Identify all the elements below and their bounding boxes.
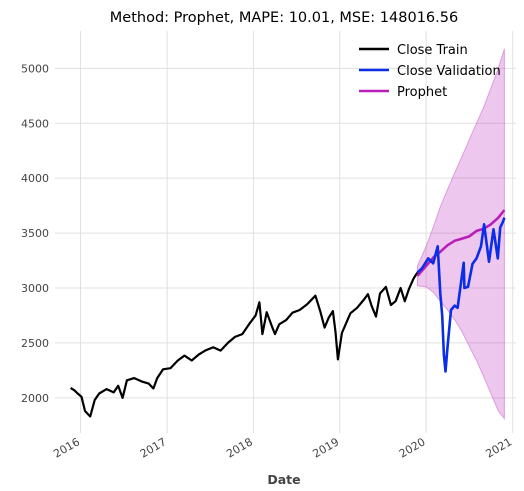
prophet-confidence-band [416, 48, 505, 421]
x-tick-label: 2017 [138, 435, 169, 460]
y-tick-label: 2000 [21, 392, 49, 405]
y-tick-label: 3500 [21, 227, 49, 240]
y-axis: 2000 2500 3000 3500 4000 4500 5000 [21, 62, 49, 405]
legend-label: Close Validation [397, 64, 501, 79]
x-tick-label: 2020 [397, 435, 428, 460]
y-tick-label: 3000 [21, 282, 49, 295]
y-tick-label: 2500 [21, 337, 49, 350]
x-tick-label: 2018 [224, 435, 255, 460]
chart-title: Method: Prophet, MAPE: 10.01, MSE: 14801… [110, 10, 458, 26]
gridlines [55, 31, 516, 433]
x-tick-label: 2016 [51, 435, 82, 460]
confidence-band-area [416, 48, 505, 421]
legend: Close Train Close Validation Prophet [359, 43, 501, 100]
series-line-close-train [70, 271, 419, 418]
y-tick-label: 4500 [21, 117, 49, 130]
y-tick-label: 5000 [21, 62, 49, 75]
x-axis-label: Date [267, 472, 300, 487]
x-tick-label: 2021 [483, 435, 514, 460]
x-tick-label: 2019 [311, 435, 342, 460]
legend-label: Prophet [397, 85, 447, 100]
y-tick-label: 4000 [21, 172, 49, 185]
legend-label: Close Train [397, 43, 468, 58]
x-axis: 2016 2017 2018 2019 2020 2021 [51, 435, 514, 460]
series-lines [70, 209, 506, 418]
series-line-close-validation [416, 217, 506, 373]
